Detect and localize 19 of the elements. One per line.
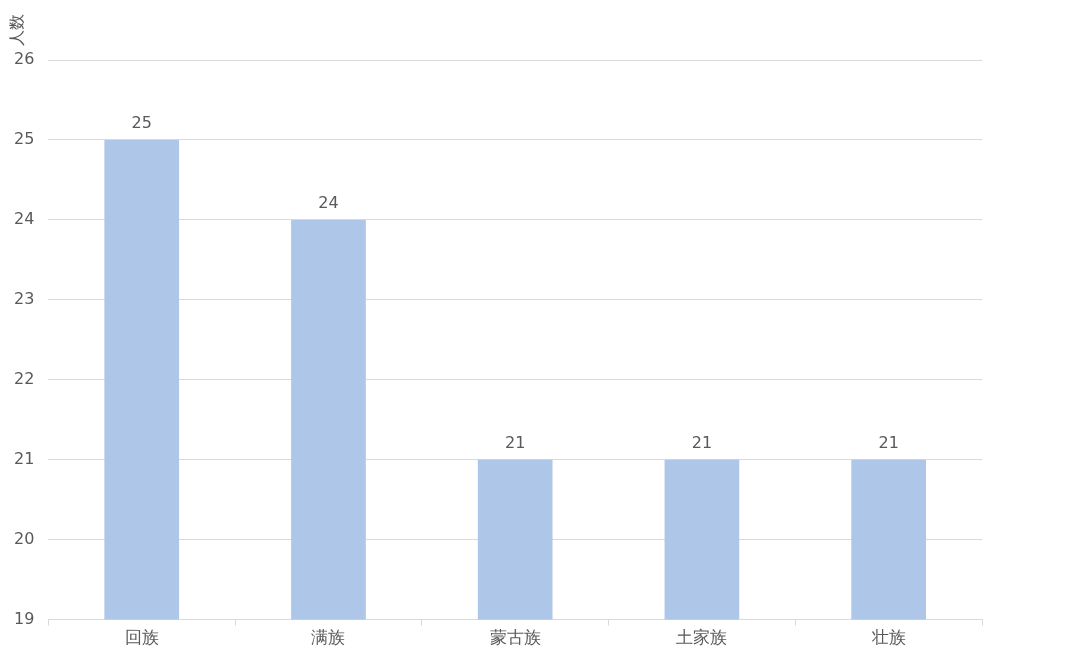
y-tick-label: 24 [14, 209, 35, 229]
data-label: 21 [505, 432, 526, 452]
x-tick-label: 土家族 [676, 627, 728, 648]
y-tick-label: 23 [14, 288, 35, 308]
y-axis-title: 人数 [7, 14, 27, 46]
x-tick-label: 壮族 [870, 627, 906, 648]
y-tick-label: 19 [14, 608, 35, 628]
y-tick-label: 22 [14, 368, 35, 388]
data-label: 25 [131, 113, 152, 133]
y-tick-label: 26 [14, 49, 35, 69]
x-tick-label: 蒙古族 [489, 627, 541, 648]
y-tick-label: 21 [14, 448, 35, 468]
data-label: 21 [691, 432, 713, 452]
data-label: 21 [878, 432, 899, 452]
y-tick-label: 25 [14, 129, 35, 149]
x-tick-label: 满族 [311, 627, 346, 648]
data-label: 24 [318, 193, 339, 213]
y-tick-label: 20 [14, 528, 35, 548]
x-tick-label: 回族 [124, 627, 159, 648]
